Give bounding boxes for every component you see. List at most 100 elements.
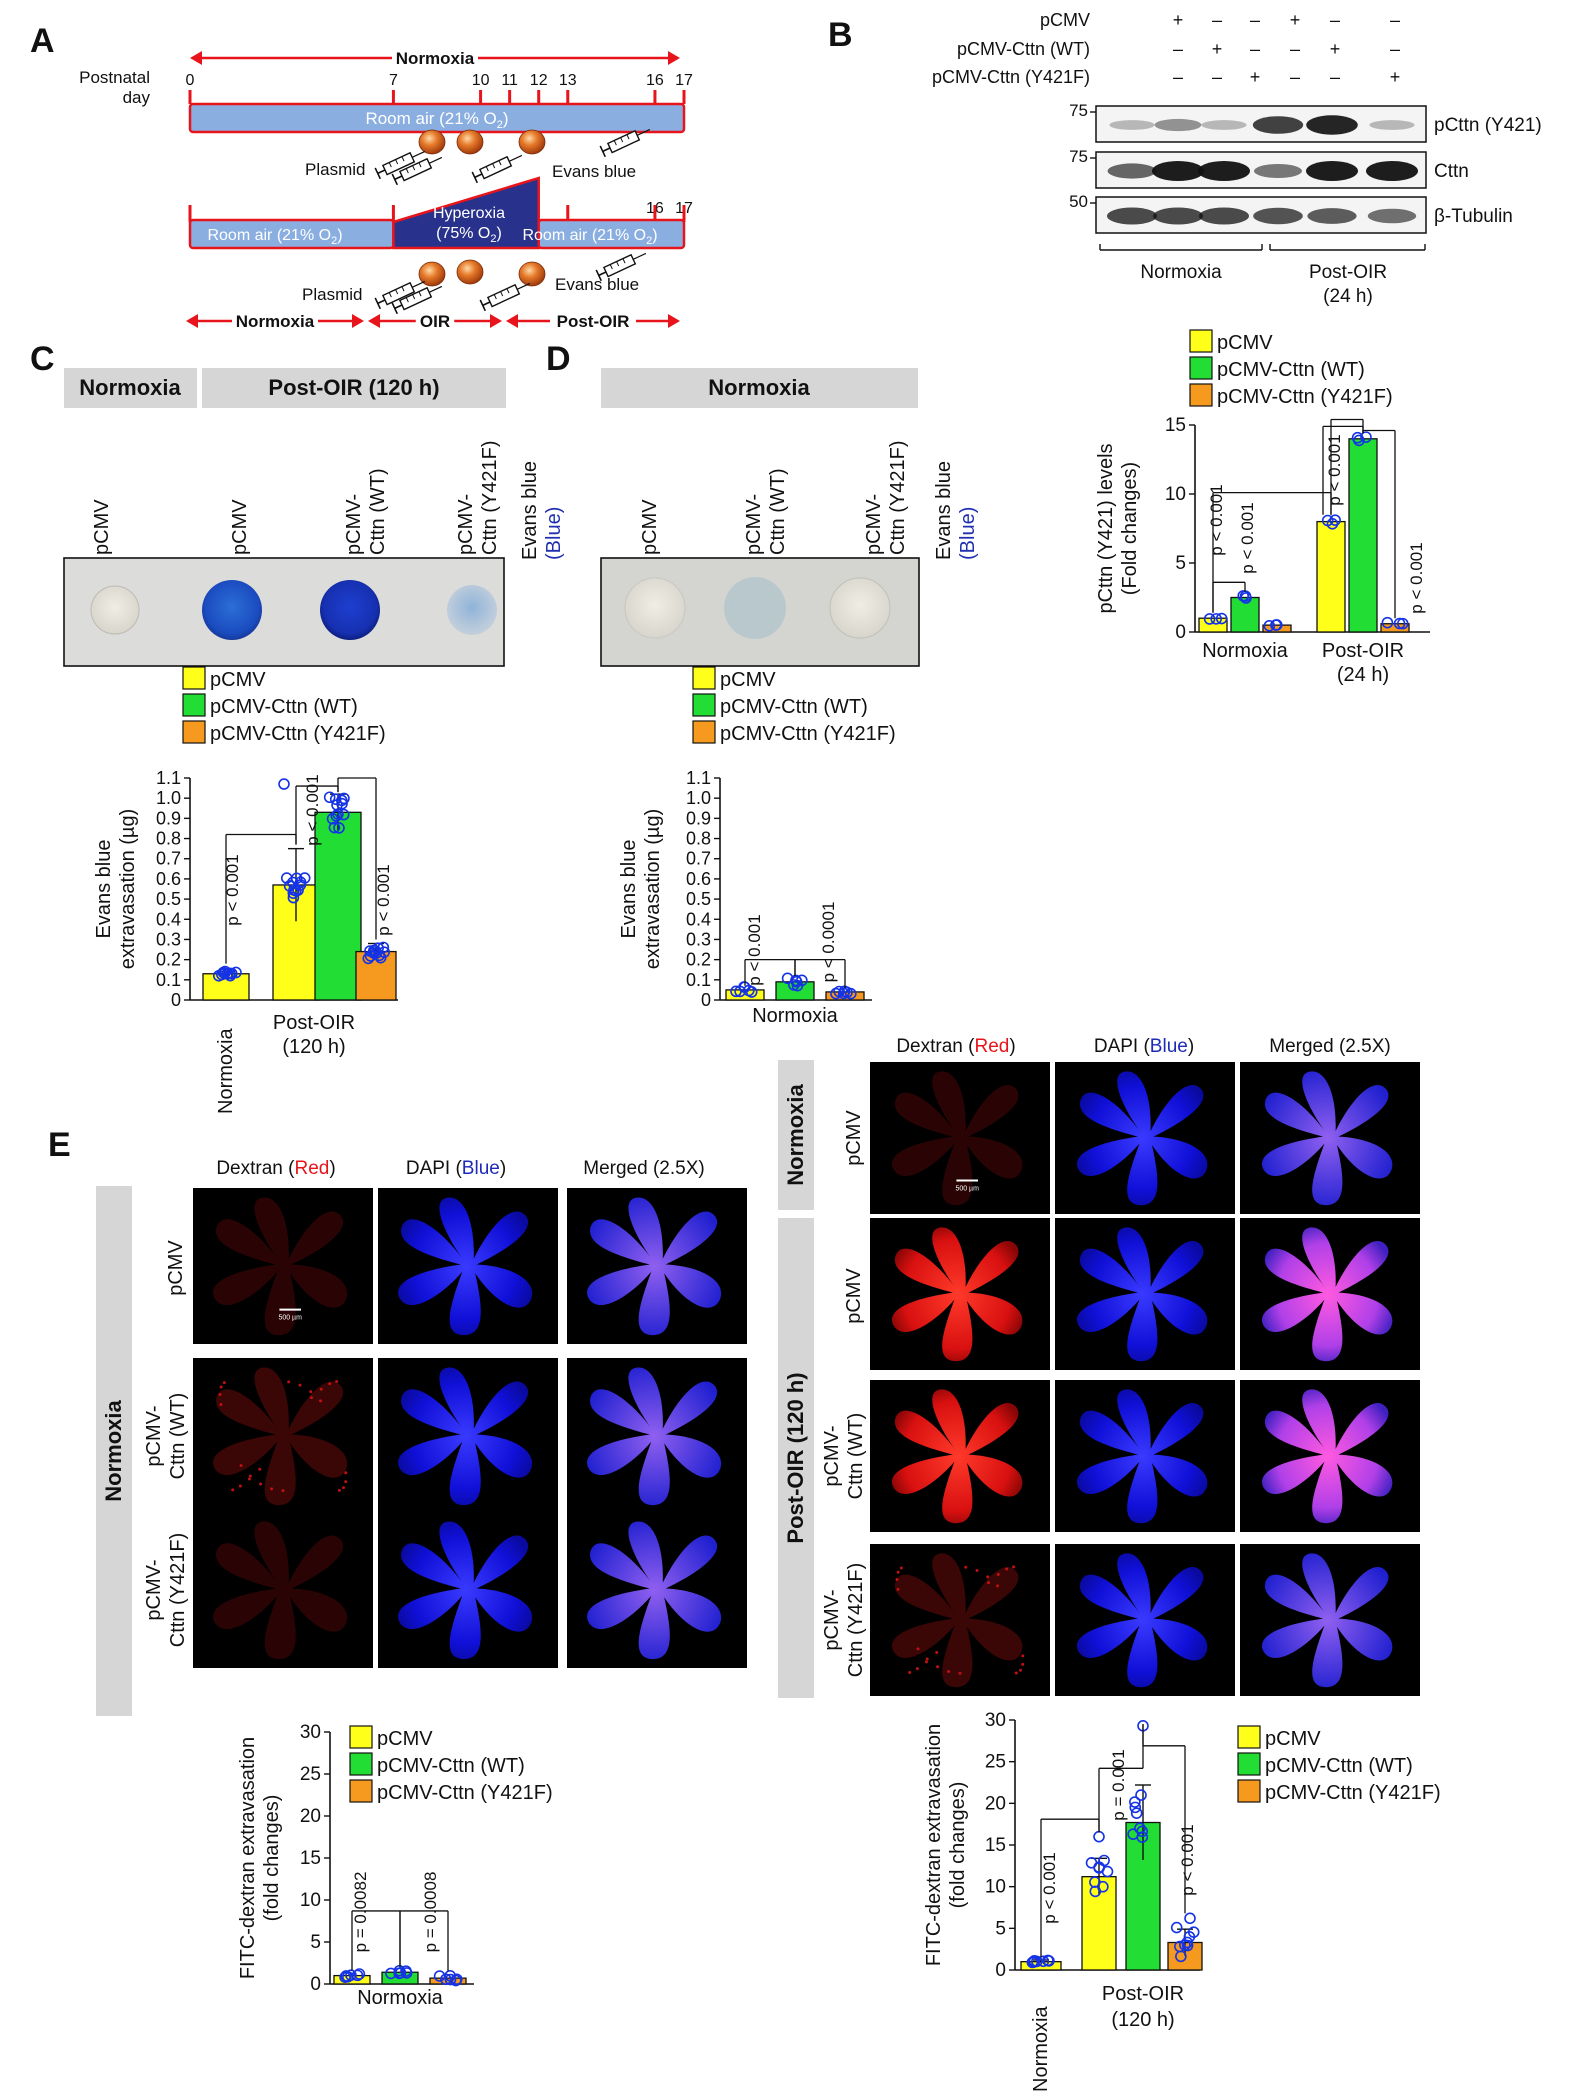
lane-label: Cttn (Y421F) [479, 441, 501, 555]
lane-label: pCMV-Cttn (WT) [957, 39, 1090, 59]
p-value: p = 0.001 [1109, 1749, 1128, 1820]
data-point [791, 979, 804, 992]
y-tick-label: 5 [995, 1918, 1006, 1939]
y-tick-label: 0.6 [156, 869, 181, 889]
phase-postoir-arrow: Post-OIR [506, 311, 680, 331]
group-label: (24 h) [1323, 286, 1373, 307]
header-label: Normoxia [708, 375, 810, 400]
blot-band [1107, 163, 1157, 179]
x-label: Normoxia [1030, 2006, 1052, 2092]
p-value: p < 0.001 [1238, 502, 1257, 573]
room-air-label: Room air (21% O2) [365, 109, 508, 131]
speck [947, 1670, 951, 1674]
syringe-needle [516, 282, 531, 290]
legend-swatch [1237, 1725, 1261, 1749]
y-tick-label: 1.0 [156, 788, 181, 808]
blot-band [1152, 161, 1204, 181]
syringe-mark [401, 156, 405, 162]
data-point [1263, 620, 1276, 632]
lane-label: Cttn (WT) [367, 468, 389, 555]
data-point [1097, 1880, 1109, 1893]
syringe-mark [626, 134, 630, 140]
row-label: pCMV [843, 1268, 865, 1324]
y-tick-label: 0.8 [686, 829, 711, 849]
x-label: Normoxia [357, 1987, 443, 2009]
lane-sign: – [1330, 10, 1340, 30]
arrow-label-bg [392, 48, 478, 68]
day-tick-label: 0 [186, 72, 195, 89]
syringe-mark [388, 292, 392, 298]
bar [202, 973, 250, 1001]
day-tick-label: 13 [559, 72, 577, 89]
y-tick-label: 30 [985, 1710, 1006, 1731]
arrow-label: Normoxia [396, 49, 475, 68]
y-tick-label: 0.5 [686, 889, 711, 909]
arrow-head-right [490, 314, 502, 328]
lane-sign: + [1290, 10, 1301, 30]
arrow-label-bg [415, 311, 455, 331]
significance-bracket: p < 0.001 [1207, 484, 1332, 613]
speck [915, 1667, 919, 1671]
plasmid-label: Plasmid [305, 160, 365, 179]
blot-band [1199, 207, 1249, 225]
row-label: pCMV [843, 1110, 865, 1166]
speck [987, 1581, 991, 1585]
lane-sign: – [1390, 39, 1400, 59]
legend-swatch [1189, 356, 1213, 380]
p-value: p < 0.001 [1040, 1852, 1059, 1923]
data-point [1129, 1801, 1142, 1814]
y-tick-label: 0 [171, 990, 181, 1010]
panel-label-a: A [30, 22, 55, 60]
significance-bracket: p < 0.001 [1325, 418, 1364, 515]
retina-image [193, 1358, 373, 1514]
y-tick-label: 15 [1165, 415, 1186, 436]
plasmid-label: Plasmid [302, 285, 362, 304]
lane-sign: – [1250, 10, 1260, 30]
lane-label: Cttn (WT) [767, 468, 789, 555]
arrow-label: OIR [420, 312, 450, 331]
speck [975, 1568, 979, 1572]
panel-b-blot: pCMV + – – + – – pCMV-Cttn (WT) – + – – + – pCMV-Cttn … [932, 10, 1542, 307]
data-point [329, 793, 342, 805]
row-label: Cttn (Y421F) [167, 1533, 189, 1647]
significance-bracket: p < 0.001 [337, 777, 393, 940]
significance-bracket: p < 0.0001 [794, 902, 846, 988]
syringe-plunger-end [479, 299, 487, 312]
legend-swatch [1237, 1752, 1261, 1776]
lane-label: pCMV-Cttn (Y421F) [932, 67, 1090, 87]
legend-swatch [182, 720, 206, 744]
speck [219, 1403, 223, 1407]
y-tick-label: 0.5 [156, 889, 181, 909]
data-point [738, 981, 750, 993]
room-air-right-bar [537, 218, 686, 250]
syringe-mark [412, 165, 416, 171]
legend-swatch [1189, 329, 1213, 353]
retina-image [378, 1188, 558, 1344]
syringe-icon [374, 280, 426, 310]
legend-swatch [1237, 1779, 1261, 1803]
well [724, 577, 786, 639]
legend-entry: pCMV [1265, 1728, 1321, 1750]
plasmid-drop [456, 129, 484, 155]
y-axis-label: FITC-dextran extravasation [923, 1724, 945, 1966]
y-axis-label: Evans blue [93, 840, 115, 939]
retina-image [1055, 1544, 1235, 1696]
x-label: Normoxia [1202, 640, 1288, 662]
legend-entry: pCMV-Cttn (Y421F) [377, 1782, 553, 1804]
speck [270, 1487, 274, 1491]
x-label: (120 h) [1111, 2009, 1174, 2031]
y-tick-label: 1.1 [156, 768, 181, 788]
syringe-mark [418, 291, 422, 297]
y-tick-label: 15 [300, 1848, 321, 1869]
y-tick-label: 0.4 [686, 909, 711, 929]
blot-band [1253, 207, 1303, 225]
data-point [1321, 514, 1334, 527]
blot-band [1306, 115, 1358, 135]
syringe-mark [506, 288, 510, 294]
syringe-plunger [394, 175, 403, 181]
retina-image: 500 µm [870, 1062, 1050, 1214]
speck [924, 1660, 928, 1664]
well [447, 585, 497, 635]
speck [298, 1383, 302, 1387]
significance-bracket: p < 0.001 [1142, 1724, 1197, 1914]
